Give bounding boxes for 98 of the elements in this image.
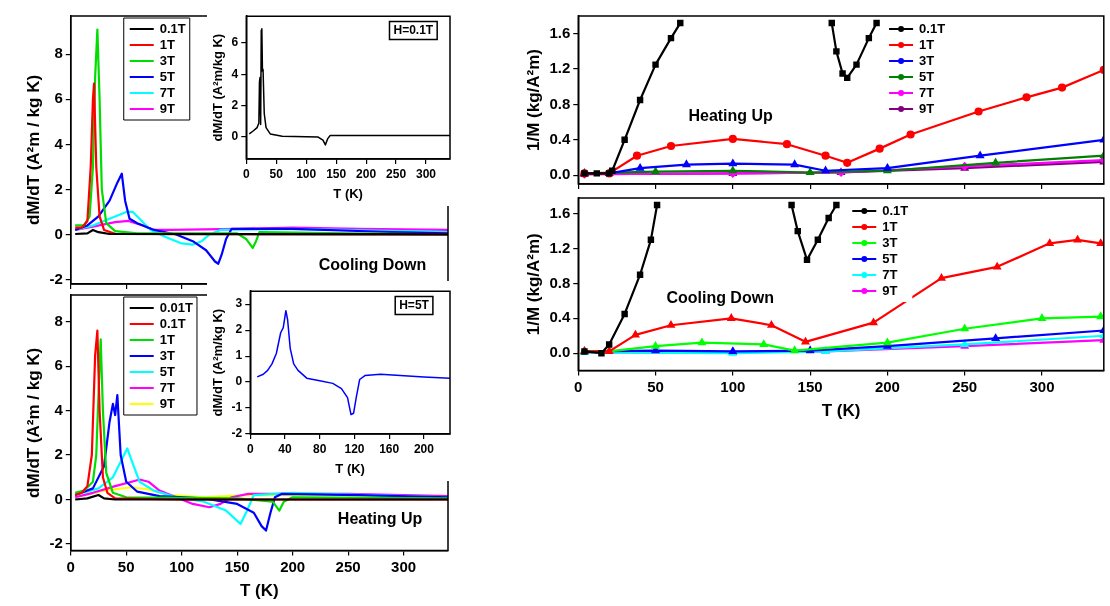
annotation: Cooling Down <box>666 288 774 306</box>
annotation: Cooling Down <box>318 255 427 273</box>
y-tick-label: 1.6 <box>549 23 571 41</box>
y-tick-label: 2 <box>235 322 243 337</box>
y-tick-label: 1.6 <box>549 203 571 221</box>
y-tick-label: 6 <box>54 89 63 107</box>
x-tick-label: 50 <box>269 166 284 181</box>
x-axis-title: T (K) <box>821 401 861 421</box>
x-tick-label: 50 <box>117 557 135 575</box>
y-tick-label: -2 <box>49 534 63 552</box>
x-tick-label: 160 <box>379 441 400 456</box>
x-tick-label: 100 <box>169 557 195 575</box>
y-tick-label: -1 <box>231 400 243 415</box>
legend-label: 0.1T <box>159 315 186 331</box>
y-tick-label: -2 <box>49 269 63 287</box>
legend-label: 0.1T <box>159 20 186 36</box>
legend-label: 9T <box>159 395 175 411</box>
y-tick-label: 1.2 <box>549 238 571 256</box>
x-axis-title: T (K) <box>333 185 363 201</box>
y-tick-label: 0.4 <box>549 308 571 326</box>
legend-label: 0.1T <box>882 202 909 218</box>
x-tick-label: 200 <box>356 166 377 181</box>
y-tick-label: 1.2 <box>549 59 571 77</box>
y-tick-label: 2 <box>54 179 63 197</box>
legend-label: 0.01T <box>159 299 194 315</box>
y-tick-label: 0.8 <box>549 273 571 291</box>
legend-label: 3T <box>919 52 935 68</box>
legend-label: 1T <box>159 331 175 347</box>
y-axis-title: dM/dT (A²m/kg K) <box>210 33 226 142</box>
legend-label: 9T <box>919 100 935 116</box>
x-tick-label: 120 <box>344 441 365 456</box>
x-tick-label: 250 <box>335 557 361 575</box>
x-tick-label: 100 <box>720 377 746 395</box>
legend-label: 5T <box>159 363 175 379</box>
y-tick-label: 2 <box>54 445 63 463</box>
legend-label: 3T <box>882 234 898 250</box>
x-tick-label: 0 <box>246 441 254 456</box>
legend-label: 5T <box>882 250 898 266</box>
legend-label: 7T <box>882 266 898 282</box>
x-tick-label: 0 <box>574 377 583 395</box>
x-tick-label: 50 <box>647 377 664 395</box>
legend-label: 7T <box>919 84 935 100</box>
y-tick-label: 0.0 <box>549 165 571 183</box>
x-tick-label: 150 <box>224 557 250 575</box>
y-tick-label: 4 <box>54 400 64 418</box>
x-tick-label: 150 <box>326 166 347 181</box>
x-axis-title: T (K) <box>335 460 365 476</box>
annotation: Heating Up <box>688 107 774 125</box>
annotation: H=0.1T <box>393 22 434 37</box>
x-tick-label: 40 <box>278 441 292 456</box>
y-tick-label: 6 <box>54 356 63 374</box>
x-tick-label: 80 <box>313 441 327 456</box>
legend-label: 1T <box>159 36 175 52</box>
x-tick-label: 250 <box>386 166 407 181</box>
y-tick-label: 6 <box>231 35 239 50</box>
y-tick-label: -2 <box>231 426 243 441</box>
x-tick-label: 200 <box>874 377 900 395</box>
y-tick-label: 0 <box>231 129 239 144</box>
y-axis-title: 1/M (kg/A²m) <box>523 49 543 151</box>
annotation: Heating Up <box>337 510 423 528</box>
legend-label: 9T <box>882 282 898 298</box>
legend-label: 9T <box>159 100 175 116</box>
y-tick-label: 2 <box>231 97 239 112</box>
legend-label: 5T <box>919 68 935 84</box>
y-tick-label: 4 <box>231 66 239 81</box>
legend-label: 7T <box>159 84 175 100</box>
x-axis-title: T (K) <box>240 581 279 601</box>
x-tick-label: 300 <box>1029 377 1055 395</box>
y-tick-label: 8 <box>54 311 63 329</box>
y-tick-label: 0.8 <box>549 94 571 112</box>
x-tick-label: 150 <box>797 377 823 395</box>
y-axis-title: 1/M (kg/A²m) <box>523 233 543 336</box>
legend-label: 1T <box>882 218 898 234</box>
y-tick-label: 1 <box>235 348 243 363</box>
x-tick-label: 300 <box>416 166 437 181</box>
legend-label: 7T <box>159 379 175 395</box>
legend-label: 3T <box>159 52 175 68</box>
annotation: H=5T <box>399 297 430 312</box>
x-tick-label: 250 <box>952 377 978 395</box>
x-tick-label: 0 <box>66 557 75 575</box>
legend-label: 1T <box>919 36 935 52</box>
y-tick-label: 3 <box>235 296 243 311</box>
y-axis-title: dM/dT (A²m / kg K) <box>23 347 43 498</box>
legend-label: 0.1T <box>919 20 946 36</box>
y-tick-label: 8 <box>54 44 63 62</box>
x-tick-label: 300 <box>391 557 417 575</box>
x-tick-label: 200 <box>413 441 435 456</box>
y-axis-title: dM/dT (A²m/kg K) <box>210 308 226 417</box>
y-tick-label: 0.4 <box>549 129 571 147</box>
legend-label: 5T <box>159 68 175 84</box>
y-axis-title: dM/dT (A²m / kg K) <box>23 74 43 226</box>
legend-label: 3T <box>159 347 175 363</box>
y-tick-label: 0 <box>54 224 63 242</box>
y-tick-label: 0.0 <box>549 343 571 361</box>
y-tick-label: 0 <box>54 489 63 507</box>
y-tick-label: 4 <box>54 134 64 152</box>
x-tick-label: 100 <box>296 166 317 181</box>
x-tick-label: 200 <box>280 557 306 575</box>
